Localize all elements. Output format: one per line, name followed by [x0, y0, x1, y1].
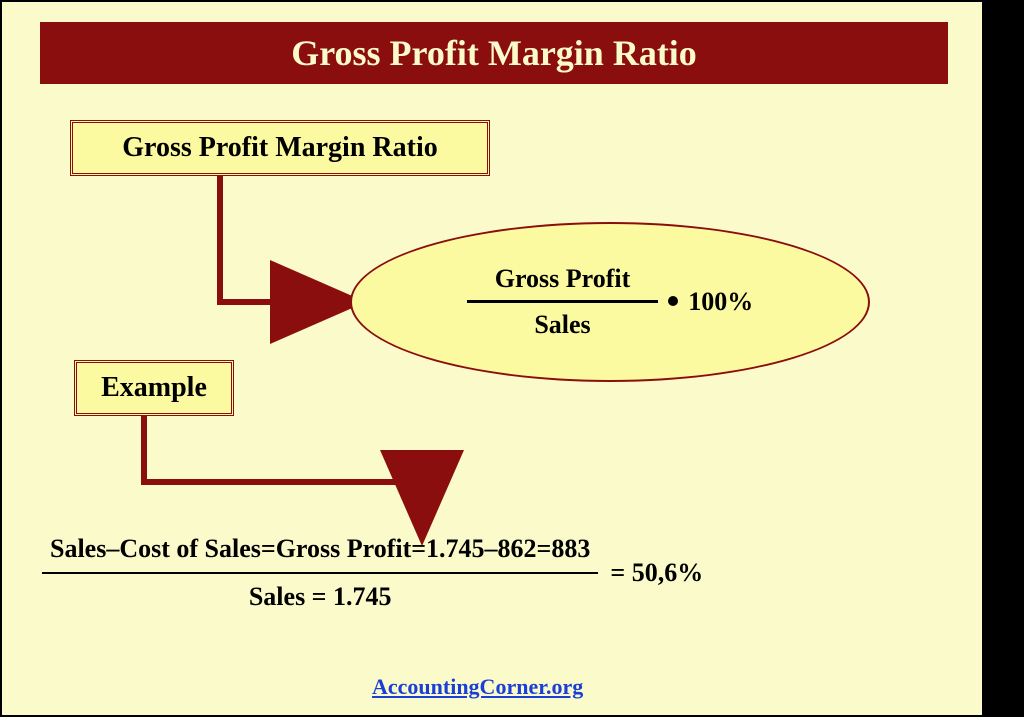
formula-fraction: Gross Profit Sales — [467, 263, 659, 341]
example-result: = 50,6% — [598, 558, 703, 588]
formula-ellipse: Gross Profit Sales 100% — [350, 222, 870, 382]
example-calculation: Sales–Cost of Sales=Gross Profit=1.745–8… — [42, 532, 703, 614]
right-black-strip — [984, 0, 1024, 717]
example-fraction-bar-icon — [42, 572, 598, 574]
example-denominator: Sales = 1.745 — [241, 580, 400, 614]
source-link[interactable]: AccountingCorner.org — [372, 674, 583, 700]
arrow-definition-to-formula — [200, 156, 362, 322]
multiply-dot-icon — [668, 296, 678, 306]
formula-suffix: 100% — [688, 288, 753, 317]
title-text: Gross Profit Margin Ratio — [291, 33, 697, 73]
example-fraction: Sales–Cost of Sales=Gross Profit=1.745–8… — [42, 532, 598, 614]
source-link-text: AccountingCorner.org — [372, 674, 583, 699]
fraction-bar-icon — [467, 300, 659, 303]
example-numerator: Sales–Cost of Sales=Gross Profit=1.745–8… — [42, 532, 598, 566]
formula: Gross Profit Sales 100% — [467, 263, 754, 341]
formula-denominator: Sales — [506, 307, 618, 342]
arrow-example-to-calc — [124, 396, 442, 542]
title-bar: Gross Profit Margin Ratio — [40, 22, 948, 84]
formula-numerator: Gross Profit — [467, 263, 659, 296]
slide-canvas: Gross Profit Margin Ratio Gross Profit M… — [0, 0, 984, 717]
